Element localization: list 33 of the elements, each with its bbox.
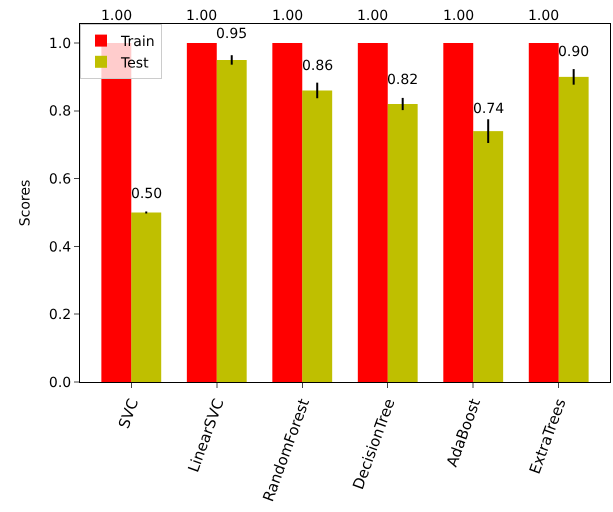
y-tick-label: 0.6	[48, 171, 72, 188]
bar	[528, 42, 559, 382]
bar	[358, 42, 388, 382]
data-label: 0.90	[558, 44, 590, 60]
data-label: 1.00	[186, 8, 218, 24]
bar	[302, 90, 332, 382]
bar	[443, 42, 474, 382]
x-tick-label: SVC	[114, 396, 142, 431]
y-tick-label: 0.0	[48, 374, 72, 391]
bar	[558, 76, 589, 382]
bar	[216, 60, 247, 382]
y-tick-label: 1.0	[48, 36, 72, 52]
y-tick-label: 0.2	[48, 307, 72, 324]
data-label: 0.74	[473, 101, 504, 117]
data-label: 1.00	[272, 8, 304, 24]
data-label: 0.95	[216, 26, 248, 42]
data-label: 1.00	[357, 8, 388, 24]
bar	[131, 212, 162, 382]
data-label: 1.00	[528, 8, 560, 24]
data-label: 1.00	[443, 8, 474, 24]
bar	[388, 104, 418, 382]
legend-label: Train	[120, 34, 155, 50]
data-label: 1.00	[101, 8, 132, 24]
y-axis-title: Scores	[18, 180, 34, 226]
bar	[272, 42, 302, 382]
legend-label: Test	[120, 55, 150, 72]
y-tick-label: 0.8	[48, 104, 72, 120]
data-label: 0.86	[302, 58, 334, 74]
data-label: 0.82	[387, 72, 418, 88]
bar	[473, 131, 504, 382]
y-tick-label: 0.4	[48, 239, 72, 256]
bar	[186, 42, 217, 382]
data-label: 0.50	[131, 186, 162, 202]
